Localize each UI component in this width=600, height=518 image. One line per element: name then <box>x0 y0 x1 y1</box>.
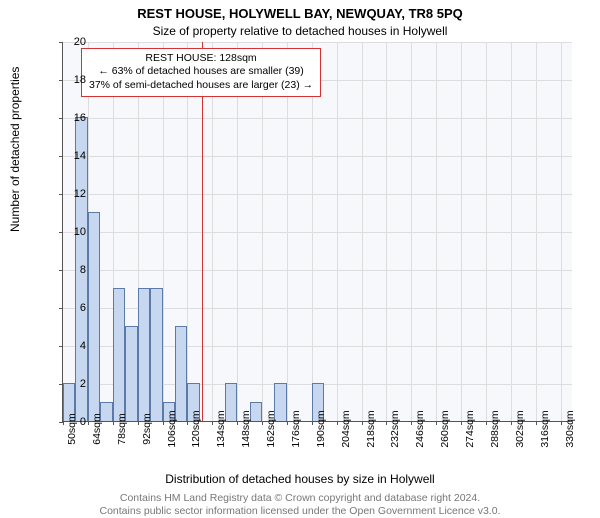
xtick-label: 274sqm <box>464 410 476 447</box>
ytick-label: 2 <box>30 378 86 390</box>
xtick-label: 162sqm <box>265 410 277 447</box>
gridline-v <box>362 42 363 421</box>
xtick-mark <box>386 421 387 425</box>
xtick-label: 92sqm <box>141 413 153 445</box>
xtick-label: 190sqm <box>315 410 327 447</box>
xtick-mark <box>362 421 363 425</box>
xtick-mark <box>88 421 89 425</box>
xtick-mark <box>436 421 437 425</box>
histogram-bar <box>125 326 137 421</box>
chart-title: REST HOUSE, HOLYWELL BAY, NEWQUAY, TR8 5… <box>0 6 600 21</box>
gridline-v <box>536 42 537 421</box>
histogram-bar <box>150 288 162 421</box>
gridline-h <box>63 42 572 43</box>
annotation-box: REST HOUSE: 128sqm← 63% of detached hous… <box>81 48 321 97</box>
chart-subtitle: Size of property relative to detached ho… <box>0 24 600 38</box>
ytick-label: 10 <box>30 226 86 238</box>
gridline-v <box>312 42 313 421</box>
gridline-v <box>337 42 338 421</box>
xtick-label: 232sqm <box>389 410 401 447</box>
gridline-h <box>63 270 572 271</box>
gridline-v <box>212 42 213 421</box>
gridline-h <box>63 232 572 233</box>
annotation-line1: REST HOUSE: 128sqm <box>89 52 313 65</box>
ytick-label: 6 <box>30 302 86 314</box>
ytick-label: 4 <box>30 340 86 352</box>
xtick-label: 246sqm <box>414 410 426 447</box>
xtick-mark <box>411 421 412 425</box>
y-axis-label: Number of detached properties <box>8 67 22 232</box>
xtick-label: 64sqm <box>91 413 103 445</box>
ytick-label: 14 <box>30 150 86 162</box>
gridline-v <box>436 42 437 421</box>
plot-inner: REST HOUSE: 128sqm← 63% of detached hous… <box>62 42 572 422</box>
xtick-label: 302sqm <box>514 410 526 447</box>
gridline-v <box>386 42 387 421</box>
gridline-v <box>461 42 462 421</box>
footer-line2: Contains public sector information licen… <box>0 505 600 518</box>
histogram-bar <box>175 326 187 421</box>
footer-line1: Contains HM Land Registry data © Crown c… <box>0 492 600 505</box>
chart-footer: Contains HM Land Registry data © Crown c… <box>0 492 600 518</box>
gridline-v <box>287 42 288 421</box>
xtick-mark <box>511 421 512 425</box>
xtick-mark <box>262 421 263 425</box>
ytick-label: 16 <box>30 112 86 124</box>
xtick-mark <box>138 421 139 425</box>
xtick-label: 330sqm <box>564 410 576 447</box>
xtick-mark <box>337 421 338 425</box>
ytick-label: 12 <box>30 188 86 200</box>
xtick-label: 120sqm <box>190 410 202 447</box>
gridline-v <box>187 42 188 421</box>
xtick-label: 106sqm <box>166 410 178 447</box>
property-size-chart: REST HOUSE, HOLYWELL BAY, NEWQUAY, TR8 5… <box>0 0 600 500</box>
gridline-v <box>511 42 512 421</box>
ytick-label: 20 <box>30 36 86 48</box>
plot-area: REST HOUSE: 128sqm← 63% of detached hous… <box>62 42 572 422</box>
xtick-mark <box>486 421 487 425</box>
gridline-v <box>561 42 562 421</box>
annotation-line2: ← 63% of detached houses are smaller (39… <box>89 65 313 78</box>
histogram-bar <box>88 212 100 421</box>
gridline-v <box>262 42 263 421</box>
xtick-mark <box>536 421 537 425</box>
ytick-label: 18 <box>30 74 86 86</box>
xtick-mark <box>237 421 238 425</box>
xtick-label: 148sqm <box>240 410 252 447</box>
gridline-v <box>411 42 412 421</box>
xtick-mark <box>312 421 313 425</box>
gridline-v <box>486 42 487 421</box>
gridline-v <box>163 42 164 421</box>
xtick-mark <box>461 421 462 425</box>
xtick-label: 134sqm <box>215 410 227 447</box>
gridline-h <box>63 156 572 157</box>
xtick-label: 316sqm <box>539 410 551 447</box>
xtick-label: 218sqm <box>365 410 377 447</box>
xtick-label: 176sqm <box>290 410 302 447</box>
x-axis-label: Distribution of detached houses by size … <box>0 472 600 486</box>
xtick-label: 260sqm <box>439 410 451 447</box>
xtick-mark <box>113 421 114 425</box>
xtick-mark <box>212 421 213 425</box>
xtick-label: 288sqm <box>489 410 501 447</box>
xtick-label: 50sqm <box>66 413 78 445</box>
gridline-h <box>63 118 572 119</box>
xtick-mark <box>163 421 164 425</box>
ytick-label: 8 <box>30 264 86 276</box>
xtick-mark <box>561 421 562 425</box>
xtick-mark <box>187 421 188 425</box>
annotation-line3: 37% of semi-detached houses are larger (… <box>89 79 313 92</box>
histogram-bar <box>138 288 150 421</box>
xtick-mark <box>287 421 288 425</box>
xtick-label: 204sqm <box>340 410 352 447</box>
histogram-bar <box>113 288 125 421</box>
xtick-label: 78sqm <box>116 413 128 445</box>
gridline-h <box>63 194 572 195</box>
reference-line <box>202 42 203 421</box>
gridline-v <box>237 42 238 421</box>
